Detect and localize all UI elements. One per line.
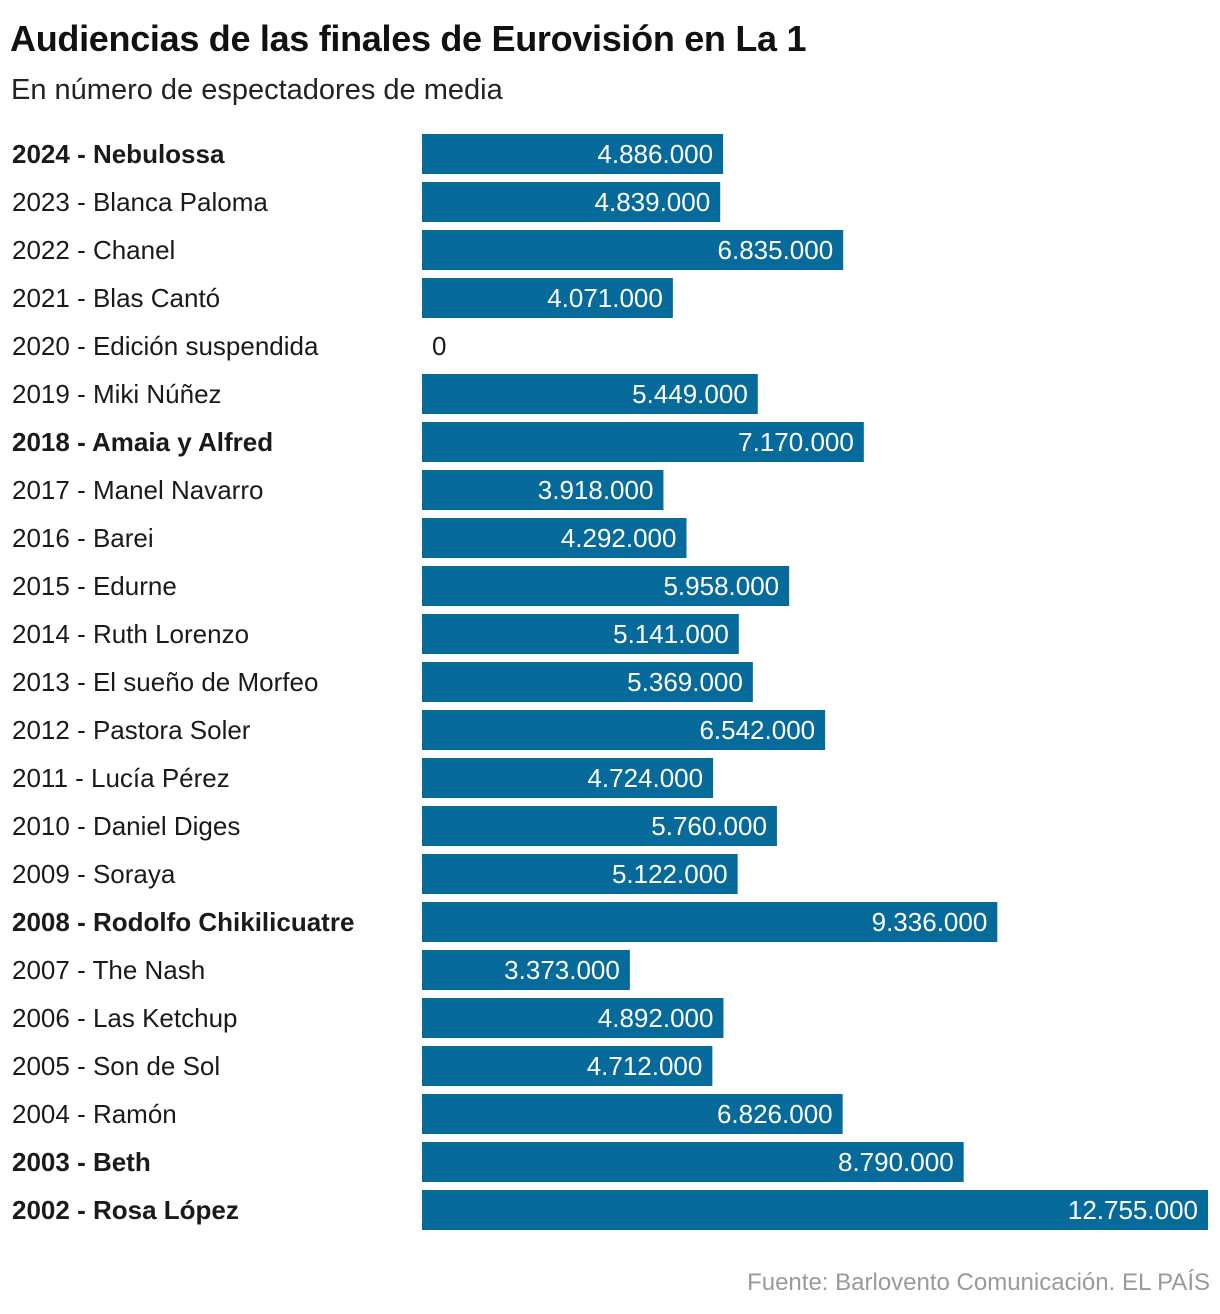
bar: [422, 1190, 1208, 1230]
value-label: 4.724.000: [587, 763, 703, 793]
bar: [422, 1046, 713, 1086]
bar: [422, 662, 753, 702]
category-label: 2020 - Edición suspendida: [12, 331, 319, 361]
value-label: 5.760.000: [651, 811, 767, 841]
value-label: 9.336.000: [872, 907, 988, 937]
value-label: 6.542.000: [699, 715, 815, 745]
value-label: 8.790.000: [838, 1147, 954, 1177]
bar: [422, 950, 630, 990]
bar: [422, 422, 864, 462]
value-label: 4.892.000: [598, 1003, 714, 1033]
category-label: 2015 - Edurne: [12, 571, 177, 601]
bar: [422, 902, 998, 942]
bar: [422, 134, 724, 174]
bar-chart: 2024 - Nebulossa 2023 - Blanca Paloma 2022…: [12, 134, 1208, 1230]
category-label: 2004 - Ramón: [12, 1099, 177, 1129]
category-label: 2006 - Las Ketchup: [12, 1003, 238, 1033]
value-label: 6.826.000: [717, 1099, 833, 1129]
category-label: 2002 - Rosa López: [12, 1195, 239, 1225]
category-label: 2008 - Rodolfo Chikilicuatre: [12, 907, 354, 937]
category-label: 2019 - Miki Núñez: [12, 379, 222, 409]
category-label: 2014 - Ruth Lorenzo: [12, 619, 249, 649]
bar: [422, 1142, 964, 1182]
category-label: 2022 - Chanel: [12, 235, 175, 265]
category-label: 2021 - Blas Cantó: [12, 283, 220, 313]
value-label: 4.839.000: [595, 187, 711, 217]
value-label: 3.918.000: [538, 475, 654, 505]
category-label: 2013 - El sueño de Morfeo: [12, 667, 318, 697]
category-label: 2017 - Manel Navarro: [12, 475, 263, 505]
category-label: 2018 - Amaia y Alfred: [12, 427, 273, 457]
category-label: 2024 - Nebulossa: [12, 139, 225, 169]
chart-subtitle: En número de espectadores de media: [11, 74, 503, 106]
value-label: 4.712.000: [587, 1051, 703, 1081]
value-label: 5.141.000: [613, 619, 729, 649]
bar: [422, 1094, 843, 1134]
source-note: Fuente: Barlovento Comunicación. EL PAÍS: [747, 1269, 1210, 1296]
category-label: 2003 - Beth: [12, 1147, 151, 1177]
bar: [422, 470, 664, 510]
category-label: 2007 - The Nash: [12, 955, 205, 985]
bars-group: [422, 134, 1208, 1230]
chart-title: Audiencias de las finales de Eurovisión …: [10, 18, 807, 59]
value-label: 12.755.000: [1068, 1195, 1198, 1225]
value-label: 4.292.000: [561, 523, 677, 553]
category-label: 2012 - Pastora Soler: [12, 715, 251, 745]
bar: [422, 566, 790, 606]
bar: [422, 374, 758, 414]
bar: [422, 710, 826, 750]
category-label: 2010 - Daniel Diges: [12, 811, 240, 841]
category-label: 2023 - Blanca Paloma: [12, 187, 268, 217]
bar: [422, 614, 739, 654]
bar: [422, 998, 724, 1038]
bar: [422, 182, 721, 222]
category-labels-group: 2024 - Nebulossa 2023 - Blanca Paloma 2022…: [12, 139, 354, 1225]
category-label: 2009 - Soraya: [12, 859, 176, 889]
value-label: 4.071.000: [547, 283, 663, 313]
value-label: 3.373.000: [504, 955, 620, 985]
bar: [422, 278, 673, 318]
bar: [422, 518, 687, 558]
category-label: 2011 - Lucía Pérez: [12, 763, 230, 793]
value-label: 5.958.000: [663, 571, 779, 601]
bar: [422, 758, 714, 798]
category-label: 2005 - Son de Sol: [12, 1051, 220, 1081]
value-label: 5.122.000: [612, 859, 728, 889]
value-label: 5.369.000: [627, 667, 743, 697]
bar: [422, 230, 844, 270]
bar: [422, 854, 738, 894]
bar: [422, 806, 777, 846]
category-label: 2016 - Barei: [12, 523, 154, 553]
value-label: 4.886.000: [597, 139, 713, 169]
value-label: 0: [432, 331, 446, 361]
value-label: 7.170.000: [738, 427, 854, 457]
value-label: 5.449.000: [632, 379, 748, 409]
value-label: 6.835.000: [718, 235, 834, 265]
